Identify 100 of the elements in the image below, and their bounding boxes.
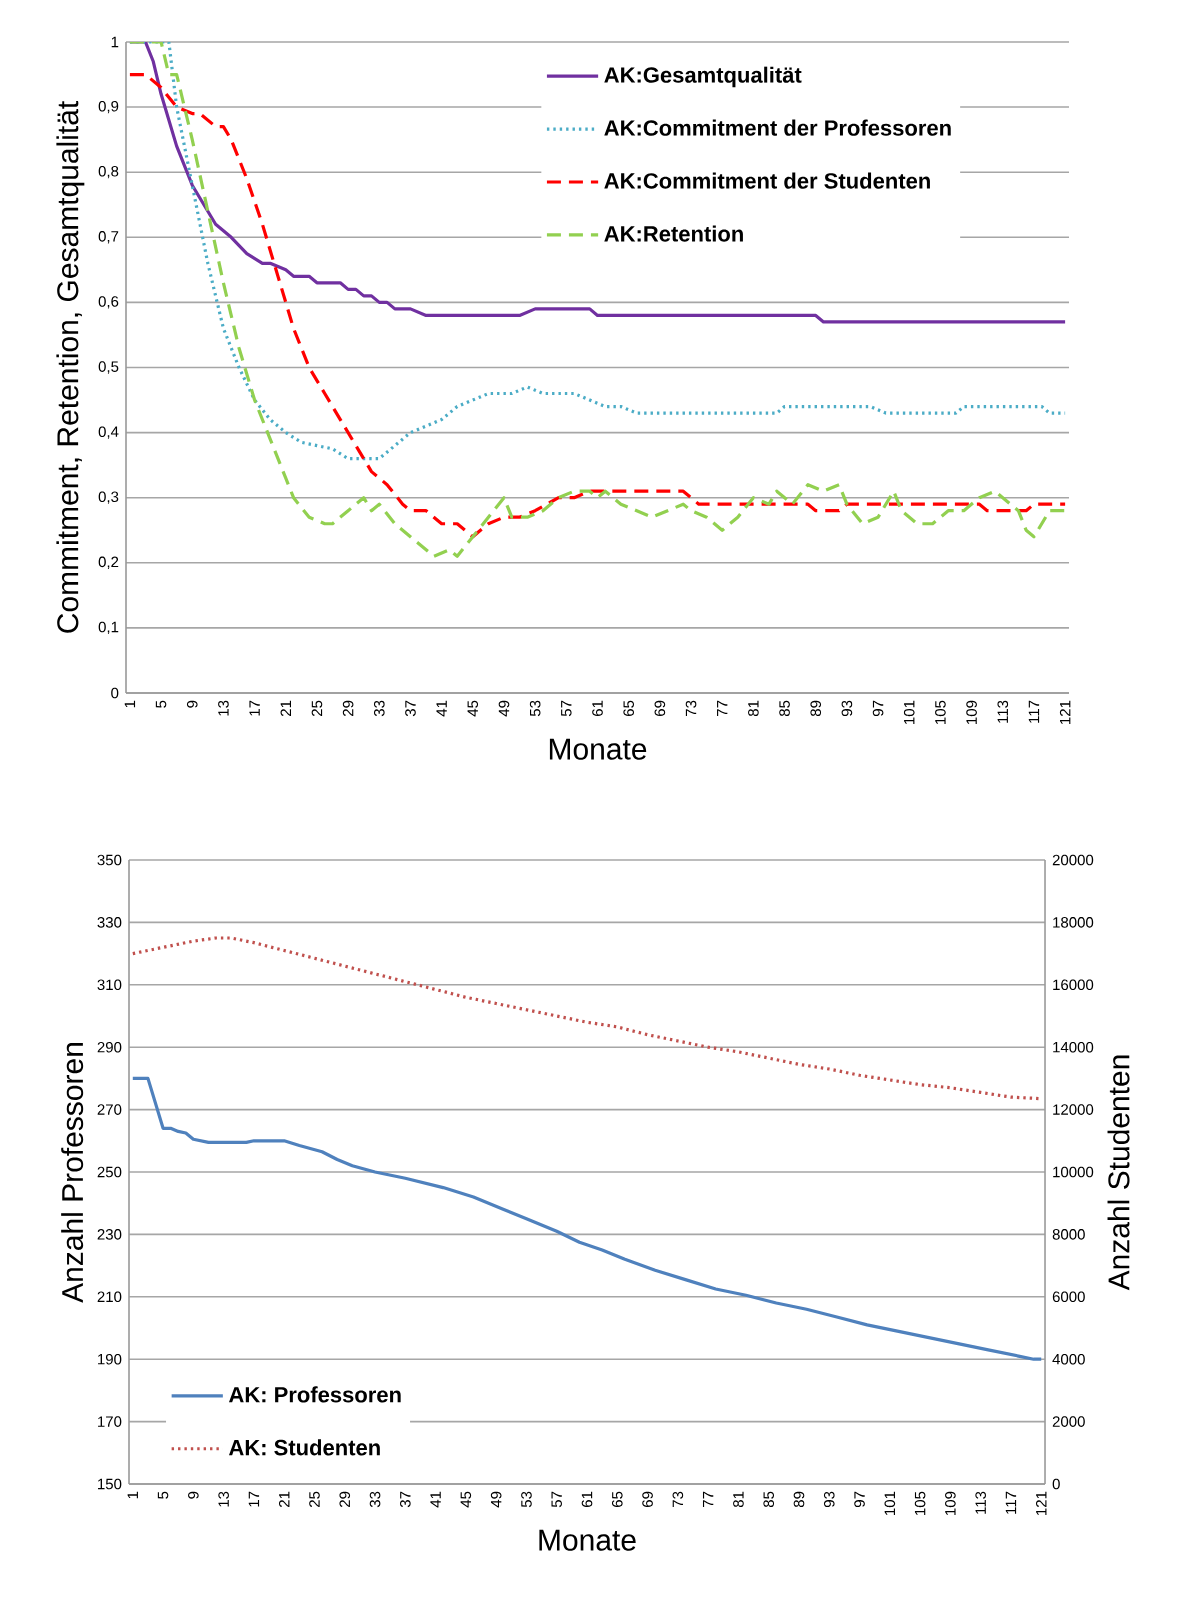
x-tick-label: 1 (124, 700, 136, 708)
x-tick-label: 69 (654, 700, 666, 716)
y-tick-label: 0,5 (98, 361, 119, 374)
x-axis-title: Monate (539, 1529, 636, 1551)
x-tick-label: 1 (127, 1491, 138, 1499)
x-tick-label: 93 (841, 700, 853, 717)
y-tick-label: 0,1 (98, 621, 119, 635)
x-tick-label: 5 (157, 1491, 169, 1499)
y-tick-label: 0,6 (98, 296, 119, 309)
x-tick-label: 33 (369, 1491, 381, 1508)
y2-tick-label: 0 (1052, 1478, 1060, 1490)
x-tick-label: 5 (155, 700, 167, 708)
x-tick-label: 105 (935, 700, 946, 724)
x-tick-label: 33 (373, 700, 385, 717)
line-series (131, 1076, 1043, 1361)
x-tick-label: 17 (249, 700, 260, 716)
x-tick-label: 49 (490, 1491, 502, 1508)
y2-tick-label: 6000 (1052, 1291, 1085, 1303)
x-tick-label: 121 (1059, 700, 1071, 724)
x-tick-label: 73 (685, 700, 697, 716)
y-axis-title: Commitment, Retention, Gesamtqualität (56, 100, 85, 633)
legend-label: AK:Gesamtqualität (604, 66, 802, 88)
y2-tick-label: 10000 (1053, 1166, 1094, 1178)
y-tick-label: 230 (97, 1229, 122, 1240)
y2-tick-label: 16000 (1053, 979, 1094, 991)
x-tick-label: 105 (914, 1491, 926, 1515)
x-tick-label: 25 (309, 1491, 320, 1507)
x-tick-label: 57 (561, 700, 572, 717)
x-tick-label: 93 (823, 1491, 835, 1508)
x-tick-label: 73 (672, 1491, 684, 1507)
x-tick-label: 61 (581, 1491, 593, 1507)
x-tick-label: 29 (339, 1491, 351, 1507)
x-tick-label: 101 (903, 700, 915, 724)
x-tick-label: 21 (278, 1491, 290, 1507)
y2-tick-label: 14000 (1053, 1041, 1094, 1053)
y-tick-label: 0,3 (98, 491, 119, 504)
x-tick-label: 97 (854, 1491, 865, 1508)
x-tick-label: 97 (872, 700, 884, 717)
y-tick-label: 270 (97, 1104, 122, 1115)
y-tick-label: 250 (97, 1166, 122, 1178)
y-tick-label: 0,7 (98, 231, 119, 244)
x-tick-label: 77 (717, 700, 728, 716)
x-tick-label: 61 (592, 700, 603, 716)
x-tick-label: 69 (642, 1491, 653, 1507)
x-tick-label: 117 (1005, 1491, 1017, 1514)
x-tick-label: 89 (810, 700, 822, 717)
x-tick-label: 37 (400, 1491, 411, 1508)
x-tick-label: 53 (529, 700, 541, 717)
x-tick-label: 113 (997, 700, 1009, 723)
x-tick-label: 117 (1028, 700, 1040, 723)
legend-label: AK: Professoren (228, 1386, 401, 1403)
x-tick-label: 85 (763, 1491, 775, 1508)
legend-label: AK:Commitment der Studenten (604, 172, 930, 189)
y-tick-label: 0,8 (98, 165, 119, 179)
y-tick-label: 190 (98, 1353, 122, 1365)
x-tick-label: 17 (248, 1491, 260, 1507)
x-tick-label: 89 (793, 1491, 805, 1508)
x-tick-label: 109 (966, 700, 977, 724)
y-tick-label: 1 (111, 36, 119, 48)
x-tick-label: 9 (186, 700, 198, 708)
x-tick-label: 21 (280, 700, 291, 716)
x-tick-label: 81 (733, 1491, 744, 1508)
y-tick-label: 0 (111, 687, 119, 699)
x-tick-label: 29 (342, 700, 354, 716)
x-tick-label: 109 (945, 1491, 956, 1515)
y-axis-title: Anzahl Professoren (61, 1043, 84, 1303)
x-tick-label: 13 (218, 700, 229, 716)
x-tick-label: 85 (779, 700, 790, 717)
x-tick-label: 65 (623, 700, 634, 716)
x-tick-label: 9 (188, 1491, 199, 1499)
y2-tick-label: 18000 (1053, 917, 1094, 928)
x-tick-label: 25 (311, 700, 323, 716)
x-tick-label: 65 (611, 1491, 623, 1507)
legend-label: AK:Commitment der Professoren (604, 119, 951, 136)
x-tick-label: 41 (436, 700, 447, 717)
y-tick-label: 170 (98, 1416, 122, 1427)
x-axis-title: Monate (549, 738, 647, 760)
y2-tick-label: 8000 (1052, 1229, 1085, 1240)
y-tick-label: 0,9 (98, 100, 119, 114)
x-tick-label: 49 (498, 700, 510, 717)
y2-tick-label: 20000 (1052, 854, 1094, 866)
y2-tick-label: 12000 (1053, 1104, 1094, 1115)
x-tick-label: 121 (1035, 1491, 1047, 1515)
y-tick-label: 290 (97, 1041, 122, 1053)
y-tick-label: 330 (97, 917, 122, 928)
y-tick-label: 210 (97, 1291, 122, 1303)
y-tick-label: 0,2 (98, 556, 119, 569)
y-tick-label: 310 (97, 979, 122, 991)
y-tick-label: 350 (97, 854, 122, 866)
x-tick-label: 77 (702, 1491, 714, 1507)
x-tick-label: 13 (218, 1491, 229, 1507)
x-tick-label: 113 (975, 1491, 986, 1514)
x-tick-label: 45 (467, 700, 479, 717)
legend-label: AK:Retention (604, 225, 743, 242)
y-tick-label: 150 (98, 1478, 122, 1490)
x-tick-label: 37 (405, 700, 416, 717)
x-tick-label: 101 (884, 1491, 896, 1515)
x-tick-label: 57 (551, 1491, 562, 1508)
y2-tick-label: 4000 (1052, 1353, 1085, 1365)
x-tick-label: 45 (460, 1491, 472, 1508)
